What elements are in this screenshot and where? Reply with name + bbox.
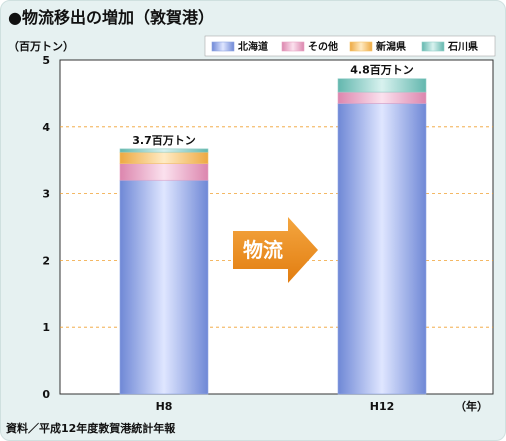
bar-segment [337,103,427,395]
y-axis-label: （百万トン） [8,40,74,53]
arrow-shape [233,217,318,283]
y-tick-label: 4 [42,121,50,134]
bar-total-label: 3.7百万トン [132,134,196,147]
x-axis-label: （年） [455,399,488,413]
y-tick-label: 1 [42,321,50,334]
x-tick-label: H12 [370,400,395,413]
y-tick-label: 2 [42,254,50,267]
bar-segment [337,91,427,104]
legend-label: 北海道 [238,40,268,53]
bar-segment [119,163,209,181]
legend-swatch [349,41,373,52]
y-tick-labels: 0 1 2 3 4 5 [42,54,50,401]
bar-segment [119,148,209,153]
bar-segment [119,151,209,164]
y-tick-label: 0 [42,388,50,401]
x-tick-label: H8 [156,400,173,413]
y-tick-label: 5 [42,54,50,67]
y-tick-label: 3 [42,188,50,201]
legend-swatch [211,41,235,52]
bar-total-labels: 3.7百万トン 4.8百万トン [132,64,414,147]
bars [119,78,427,395]
legend-swatch [281,41,305,52]
bar-segment [119,179,209,395]
legend-label: その他 [308,40,338,53]
legend: 北海道 その他 新潟県 石川県 [204,35,496,57]
arrow-label: 物流 [243,238,283,262]
legend-swatch [421,41,445,52]
x-tick-labels: H8 H12 [156,400,395,413]
legend-label: 石川県 [447,40,478,53]
bar-segment [337,78,427,93]
arrow-graphic: 物流 [233,217,318,283]
source-note: 資料／平成12年度敦賀港統計年報 [6,422,176,435]
legend-label: 新潟県 [376,40,406,53]
chart-title: ●物流移出の増加（敦賀港） [8,8,214,27]
bar-total-label: 4.8百万トン [350,64,414,77]
